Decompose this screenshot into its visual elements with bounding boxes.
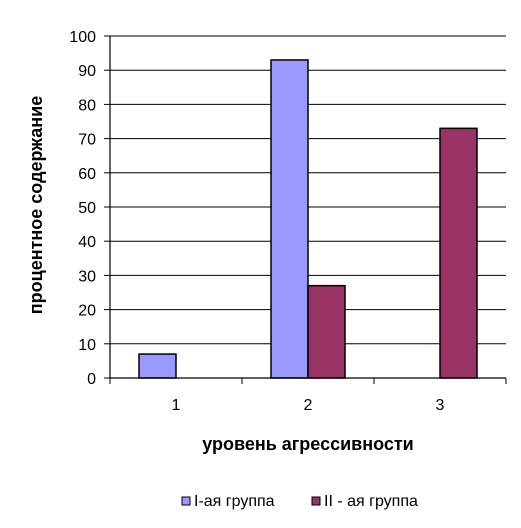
legend-swatch-2 [311, 496, 321, 506]
y-tick-label: 40 [78, 234, 96, 251]
y-tick-label: 80 [78, 97, 96, 114]
y-tick-label: 70 [78, 132, 96, 149]
legend-label-2: II - ая группа [324, 493, 418, 510]
bar-series-2-cat-3 [439, 127, 478, 379]
x-tick-label: 1 [172, 397, 181, 414]
bars [138, 59, 478, 379]
y-tick-label: 30 [78, 268, 96, 285]
legend: I-ая группа II - ая группа [181, 493, 418, 510]
x-tick-label: 3 [436, 397, 445, 414]
x-axis-title: уровень агрессивности [202, 434, 414, 454]
y-axis-title: процентное содержание [26, 96, 46, 314]
bar-series-1-cat-1 [138, 353, 177, 379]
y-tick-label: 0 [87, 371, 96, 388]
y-tick-label: 90 [78, 63, 96, 80]
bar-series-1-cat-2 [270, 59, 309, 379]
legend-label-1: I-ая группа [194, 493, 275, 510]
y-tick-labels: 0 10 20 30 40 50 60 70 80 90 100 [69, 29, 110, 388]
x-tick-label: 2 [304, 397, 313, 414]
y-tick-label: 20 [78, 303, 96, 320]
x-tick-labels: 1 2 3 [109, 378, 507, 414]
y-tick-label: 10 [78, 337, 96, 354]
y-tick-label: 50 [78, 200, 96, 217]
y-tick-label: 100 [69, 29, 96, 46]
legend-swatch-1 [181, 496, 191, 506]
bar-series-2-cat-2 [307, 284, 346, 379]
y-tick-label: 60 [78, 166, 96, 183]
